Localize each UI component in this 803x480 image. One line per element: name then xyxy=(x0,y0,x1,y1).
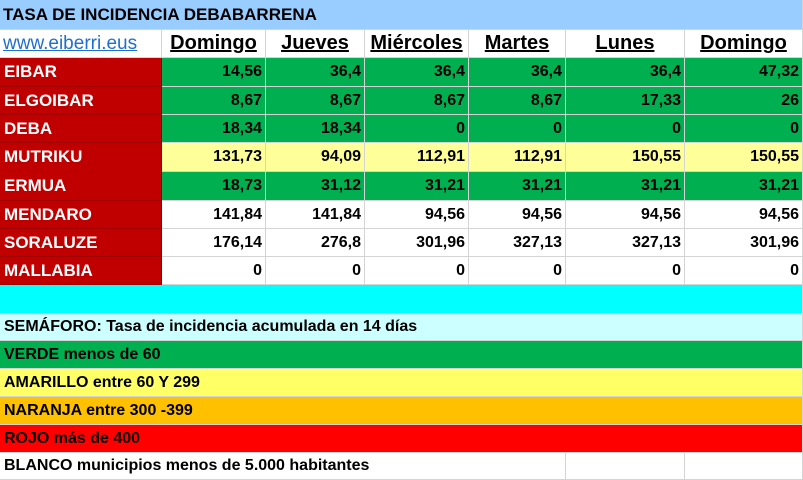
value-cell: 36,4 xyxy=(566,58,685,87)
town-name: MUTRIKU xyxy=(0,143,162,172)
value-cell: 327,13 xyxy=(566,229,685,257)
value-cell: 8,67 xyxy=(365,87,469,115)
value-cell: 0 xyxy=(469,257,566,285)
legend-yellow-row: AMARILLO entre 60 Y 299 xyxy=(0,369,803,397)
value-cell: 0 xyxy=(685,115,803,143)
value-cell: 141,84 xyxy=(266,201,365,229)
day-header: Domingo xyxy=(162,30,266,58)
legend-green-row: VERDE menos de 60 xyxy=(0,341,803,369)
value-cell: 141,84 xyxy=(162,201,266,229)
day-header: Miércoles xyxy=(365,30,469,58)
town-row-eibar: EIBAR 14,56 36,4 36,4 36,4 36,4 47,32 xyxy=(0,58,803,87)
value-cell: 8,67 xyxy=(469,87,566,115)
town-row-elgoibar: ELGOIBAR 8,67 8,67 8,67 8,67 17,33 26 xyxy=(0,87,803,115)
town-row-soraluze: SORALUZE 176,14 276,8 301,96 327,13 327,… xyxy=(0,229,803,257)
town-name: MENDARO xyxy=(0,201,162,229)
value-cell: 112,91 xyxy=(365,143,469,172)
legend-orange-row: NARANJA entre 300 -399 xyxy=(0,397,803,425)
value-cell: 150,55 xyxy=(685,143,803,172)
value-cell: 112,91 xyxy=(469,143,566,172)
value-cell: 301,96 xyxy=(685,229,803,257)
value-cell: 94,09 xyxy=(266,143,365,172)
town-name: ERMUA xyxy=(0,172,162,201)
value-cell: 17,33 xyxy=(566,87,685,115)
value-cell: 47,32 xyxy=(685,58,803,87)
value-cell: 31,21 xyxy=(566,172,685,201)
value-cell: 8,67 xyxy=(162,87,266,115)
legend-orange: NARANJA entre 300 -399 xyxy=(0,397,803,425)
value-cell: 18,34 xyxy=(266,115,365,143)
value-cell: 26 xyxy=(685,87,803,115)
legend-heading: SEMÁFORO: Tasa de incidencia acumulada e… xyxy=(0,314,803,341)
separator-row xyxy=(0,285,803,314)
town-name: MALLABIA xyxy=(0,257,162,285)
legend-heading-row: SEMÁFORO: Tasa de incidencia acumulada e… xyxy=(0,314,803,341)
value-cell: 14,56 xyxy=(162,58,266,87)
value-cell: 36,4 xyxy=(469,58,566,87)
value-cell: 31,12 xyxy=(266,172,365,201)
town-name: EIBAR xyxy=(0,58,162,87)
value-cell: 0 xyxy=(566,257,685,285)
town-row-ermua: ERMUA 18,73 31,12 31,21 31,21 31,21 31,2… xyxy=(0,172,803,201)
legend-red-row: ROJO más de 400 xyxy=(0,425,803,453)
value-cell: 94,56 xyxy=(566,201,685,229)
day-header: Jueves xyxy=(266,30,365,58)
value-cell: 276,8 xyxy=(266,229,365,257)
website-link[interactable]: www.eiberri.eus xyxy=(0,30,162,58)
day-header: Lunes xyxy=(566,30,685,58)
empty-cell xyxy=(685,453,803,480)
empty-cell xyxy=(566,453,685,480)
value-cell: 0 xyxy=(266,257,365,285)
value-cell: 8,67 xyxy=(266,87,365,115)
value-cell: 150,55 xyxy=(566,143,685,172)
value-cell: 36,4 xyxy=(365,58,469,87)
value-cell: 0 xyxy=(685,257,803,285)
value-cell: 36,4 xyxy=(266,58,365,87)
value-cell: 31,21 xyxy=(685,172,803,201)
town-name: SORALUZE xyxy=(0,229,162,257)
value-cell: 94,56 xyxy=(685,201,803,229)
value-cell: 94,56 xyxy=(365,201,469,229)
legend-red: ROJO más de 400 xyxy=(0,425,803,453)
value-cell: 0 xyxy=(365,257,469,285)
legend-white: BLANCO municipios menos de 5.000 habitan… xyxy=(0,453,566,480)
value-cell: 0 xyxy=(365,115,469,143)
value-cell: 176,14 xyxy=(162,229,266,257)
town-row-deba: DEBA 18,34 18,34 0 0 0 0 xyxy=(0,115,803,143)
value-cell: 131,73 xyxy=(162,143,266,172)
value-cell: 94,56 xyxy=(469,201,566,229)
value-cell: 0 xyxy=(469,115,566,143)
town-row-mutriku: MUTRIKU 131,73 94,09 112,91 112,91 150,5… xyxy=(0,143,803,172)
value-cell: 327,13 xyxy=(469,229,566,257)
town-row-mendaro: MENDARO 141,84 141,84 94,56 94,56 94,56 … xyxy=(0,201,803,229)
legend-yellow: AMARILLO entre 60 Y 299 xyxy=(0,369,803,397)
header-row: www.eiberri.eus Domingo Jueves Miércoles… xyxy=(0,30,803,58)
separator-band xyxy=(0,285,803,314)
value-cell: 0 xyxy=(162,257,266,285)
value-cell: 18,34 xyxy=(162,115,266,143)
title-row: TASA DE INCIDENCIA DEBABARRENA xyxy=(0,0,803,30)
value-cell: 301,96 xyxy=(365,229,469,257)
town-row-mallabia: MALLABIA 0 0 0 0 0 0 xyxy=(0,257,803,285)
sheet-title: TASA DE INCIDENCIA DEBABARRENA xyxy=(0,0,803,30)
value-cell: 18,73 xyxy=(162,172,266,201)
value-cell: 31,21 xyxy=(469,172,566,201)
day-header: Martes xyxy=(469,30,566,58)
town-name: ELGOIBAR xyxy=(0,87,162,115)
town-name: DEBA xyxy=(0,115,162,143)
value-cell: 0 xyxy=(566,115,685,143)
legend-white-row: BLANCO municipios menos de 5.000 habitan… xyxy=(0,453,803,480)
day-header: Domingo xyxy=(685,30,803,58)
value-cell: 31,21 xyxy=(365,172,469,201)
legend-green: VERDE menos de 60 xyxy=(0,341,803,369)
